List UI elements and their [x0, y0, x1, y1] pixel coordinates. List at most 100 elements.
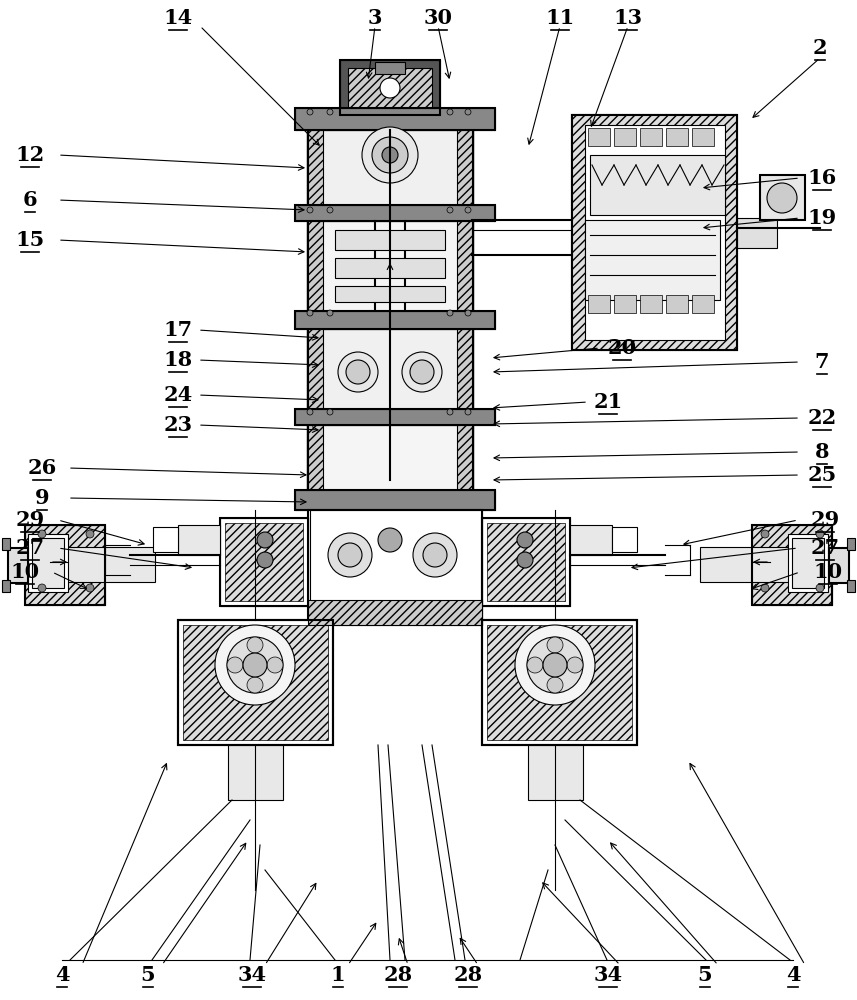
Text: 24: 24: [164, 385, 193, 405]
Bar: [335, 258, 445, 278]
Circle shape: [327, 207, 333, 213]
Bar: [829, 548, 849, 583]
Bar: [752, 525, 832, 605]
Circle shape: [567, 657, 583, 673]
Circle shape: [465, 310, 471, 316]
Bar: [847, 538, 855, 550]
Circle shape: [257, 532, 273, 548]
Circle shape: [86, 530, 94, 538]
Circle shape: [767, 183, 797, 213]
Text: 22: 22: [807, 408, 836, 428]
Text: 27: 27: [15, 538, 45, 558]
Text: 27: 27: [811, 538, 840, 558]
Bar: [295, 311, 495, 329]
Text: 4: 4: [786, 965, 800, 985]
Circle shape: [338, 543, 362, 567]
Bar: [335, 286, 445, 302]
Circle shape: [413, 533, 457, 577]
Bar: [482, 620, 637, 745]
Bar: [178, 620, 333, 745]
Bar: [295, 205, 495, 221]
Bar: [308, 329, 323, 409]
Bar: [308, 600, 482, 625]
Text: 12: 12: [15, 145, 45, 165]
Circle shape: [447, 409, 453, 415]
Circle shape: [547, 637, 563, 653]
Circle shape: [378, 528, 402, 552]
Text: 10: 10: [10, 562, 39, 582]
Text: 34: 34: [237, 965, 267, 985]
Bar: [482, 518, 570, 606]
Bar: [25, 525, 105, 605]
Circle shape: [38, 530, 46, 538]
Bar: [760, 175, 805, 220]
Circle shape: [227, 657, 243, 673]
Bar: [752, 525, 832, 605]
Bar: [847, 580, 855, 592]
Text: 7: 7: [815, 352, 830, 372]
Bar: [570, 525, 612, 555]
Circle shape: [761, 530, 769, 538]
Text: 15: 15: [15, 230, 45, 250]
Circle shape: [338, 352, 378, 392]
Text: 5: 5: [698, 965, 712, 985]
Circle shape: [227, 637, 283, 693]
Circle shape: [86, 584, 94, 592]
Bar: [2, 538, 10, 550]
Bar: [572, 115, 737, 350]
Circle shape: [447, 207, 453, 213]
Bar: [528, 745, 583, 800]
Bar: [640, 128, 662, 146]
Bar: [183, 625, 328, 740]
Circle shape: [257, 552, 273, 568]
Bar: [614, 128, 636, 146]
Circle shape: [382, 147, 398, 163]
Bar: [590, 155, 725, 215]
Circle shape: [307, 409, 313, 415]
Bar: [700, 547, 830, 582]
Text: 34: 34: [593, 965, 622, 985]
Bar: [457, 329, 472, 409]
Bar: [572, 115, 737, 350]
Text: 28: 28: [453, 965, 482, 985]
Text: 20: 20: [608, 338, 637, 358]
Bar: [585, 125, 725, 340]
Bar: [308, 130, 472, 205]
Text: 23: 23: [164, 415, 193, 435]
Text: 30: 30: [423, 8, 452, 28]
Circle shape: [423, 543, 447, 567]
Circle shape: [515, 625, 595, 705]
Text: 29: 29: [15, 510, 45, 530]
Bar: [295, 409, 495, 425]
Circle shape: [243, 653, 267, 677]
Text: 8: 8: [815, 442, 830, 462]
Bar: [692, 128, 714, 146]
Circle shape: [410, 360, 434, 384]
Bar: [295, 409, 495, 425]
Circle shape: [465, 409, 471, 415]
Circle shape: [447, 310, 453, 316]
Bar: [308, 425, 323, 490]
Bar: [457, 221, 472, 311]
Bar: [28, 534, 68, 592]
Bar: [666, 128, 688, 146]
Bar: [32, 538, 64, 588]
Bar: [228, 745, 283, 800]
Text: 2: 2: [812, 38, 827, 58]
Circle shape: [327, 409, 333, 415]
Bar: [737, 218, 777, 248]
Text: 21: 21: [593, 392, 623, 412]
Bar: [295, 311, 495, 329]
Circle shape: [307, 109, 313, 115]
Circle shape: [247, 677, 263, 693]
Circle shape: [816, 530, 824, 538]
Bar: [308, 329, 472, 409]
Bar: [588, 295, 610, 313]
Circle shape: [447, 109, 453, 115]
Bar: [482, 518, 570, 606]
Bar: [487, 625, 632, 740]
Text: 3: 3: [368, 8, 382, 28]
Text: 11: 11: [545, 8, 575, 28]
Bar: [788, 534, 828, 592]
Bar: [588, 128, 610, 146]
